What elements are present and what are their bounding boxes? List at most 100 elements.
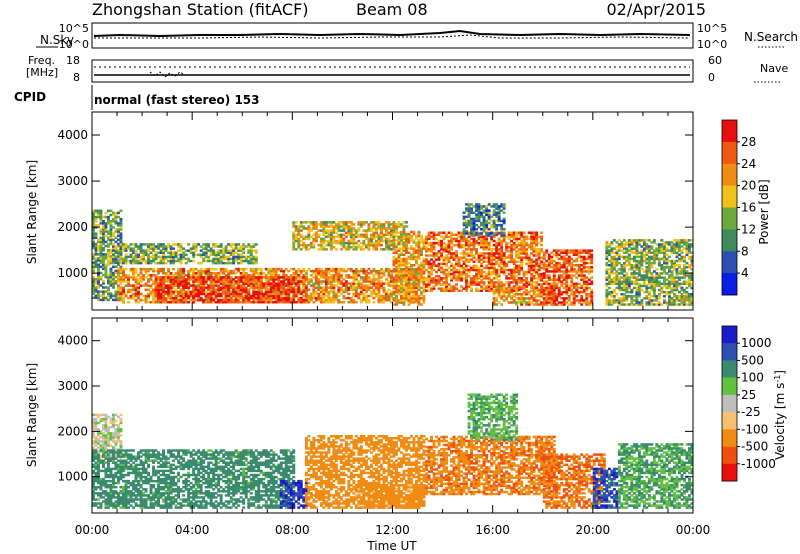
heatmap-cell <box>359 246 363 249</box>
heatmap-cell <box>337 221 341 224</box>
heatmap-cell <box>375 284 378 287</box>
heatmap-cell <box>572 249 576 252</box>
heatmap-cell <box>202 251 206 254</box>
heatmap-cell <box>102 267 105 271</box>
heatmap-cell <box>92 224 95 227</box>
heatmap-cell <box>327 294 331 298</box>
heatmap-cell <box>412 284 416 287</box>
heatmap-cell <box>317 223 321 226</box>
heatmap-cell <box>372 233 376 237</box>
heatmap-cell <box>352 239 356 243</box>
heatmap-cell <box>475 250 478 253</box>
heatmap-cell <box>302 278 306 281</box>
heatmap-cell <box>425 289 428 292</box>
heatmap-cell <box>197 272 201 275</box>
heatmap-cell <box>99 211 103 215</box>
heatmap-cell <box>234 257 238 261</box>
heatmap-cell <box>99 232 103 235</box>
heatmap-cell <box>224 274 228 277</box>
heatmap-cell <box>400 253 403 257</box>
heatmap-cell <box>212 288 216 292</box>
heatmap-cell <box>292 225 296 228</box>
heatmap-cell <box>167 294 170 298</box>
heatmap-cell <box>314 237 318 241</box>
heatmap-cell <box>430 243 433 247</box>
heatmap-cell <box>550 259 554 263</box>
heatmap-cell <box>535 277 539 280</box>
heatmap-cell <box>162 278 165 281</box>
heatmap-cell <box>480 262 483 266</box>
heatmap-cell <box>242 247 246 250</box>
heatmap-cell <box>184 296 188 300</box>
heatmap-cell <box>99 298 103 302</box>
heatmap-cell <box>392 259 396 263</box>
heatmap-cell <box>287 278 291 281</box>
heatmap-cell <box>367 223 371 226</box>
heatmap-cell <box>515 283 519 286</box>
heatmap-cell <box>359 223 363 226</box>
heatmap-cell <box>94 234 98 237</box>
heatmap-cell <box>467 246 471 249</box>
heatmap-cell <box>497 262 501 266</box>
heatmap-cell <box>550 284 554 288</box>
heatmap-cell <box>164 261 168 265</box>
heatmap-cell <box>92 220 95 223</box>
heatmap-cell <box>214 292 218 296</box>
heatmap-cell <box>234 298 238 302</box>
heatmap-cell <box>152 282 155 285</box>
heatmap-cell <box>510 272 514 276</box>
heatmap-cell <box>557 268 561 271</box>
heatmap-cell <box>555 293 559 296</box>
heatmap-cell <box>297 292 301 296</box>
heatmap-cell <box>102 298 105 302</box>
heatmap-cell <box>192 272 196 275</box>
heatmap-cell <box>577 282 581 286</box>
heatmap-cell <box>437 262 441 266</box>
heatmap-cell <box>555 282 559 286</box>
heatmap-cell <box>339 292 343 296</box>
heatmap-cell <box>184 286 188 289</box>
heatmap-cell <box>395 261 398 265</box>
heatmap-cell <box>159 284 163 287</box>
heatmap-cell <box>427 233 431 237</box>
heatmap-cell <box>297 241 301 245</box>
heatmap-cell <box>92 267 95 271</box>
heatmap-cell <box>107 263 110 266</box>
heatmap-cell <box>257 284 261 287</box>
heatmap-cell <box>162 251 165 254</box>
heatmap-cell <box>517 297 521 300</box>
heatmap-cell <box>317 274 321 277</box>
heatmap-cell <box>99 228 103 231</box>
heatmap-cell <box>197 278 201 281</box>
heatmap-cell <box>560 276 564 279</box>
heatmap-cell <box>269 288 273 292</box>
heatmap-cell <box>405 266 408 269</box>
heatmap-cell <box>342 241 346 245</box>
heatmap-cell <box>172 243 175 246</box>
heatmap-cell <box>324 221 328 224</box>
heatmap-cell <box>467 252 471 255</box>
heatmap-cell <box>370 241 373 245</box>
heatmap-cell <box>392 303 396 306</box>
heatmap-cell <box>477 268 481 272</box>
heatmap-cell <box>520 239 524 243</box>
nsky-label: N.Sky <box>40 33 74 47</box>
heatmap-cell <box>435 279 438 282</box>
heatmap-cell <box>164 255 168 259</box>
heatmap-cell <box>460 231 463 234</box>
heatmap-cell <box>127 259 130 263</box>
heatmap-cell <box>304 276 308 279</box>
heatmap-cell <box>117 244 120 248</box>
heatmap-cell <box>502 256 506 259</box>
heatmap-cell <box>482 254 486 257</box>
heatmap-cell <box>447 270 451 274</box>
heatmap-cell <box>137 247 140 250</box>
heatmap-cell <box>274 276 278 279</box>
heatmap-cell <box>104 215 108 219</box>
heatmap-cell <box>199 292 203 296</box>
heatmap-cell <box>525 283 529 286</box>
heatmap-cell <box>500 295 504 298</box>
heatmap-cell <box>375 278 378 281</box>
heatmap-cell <box>239 253 243 257</box>
heatmap-cell <box>267 278 271 281</box>
